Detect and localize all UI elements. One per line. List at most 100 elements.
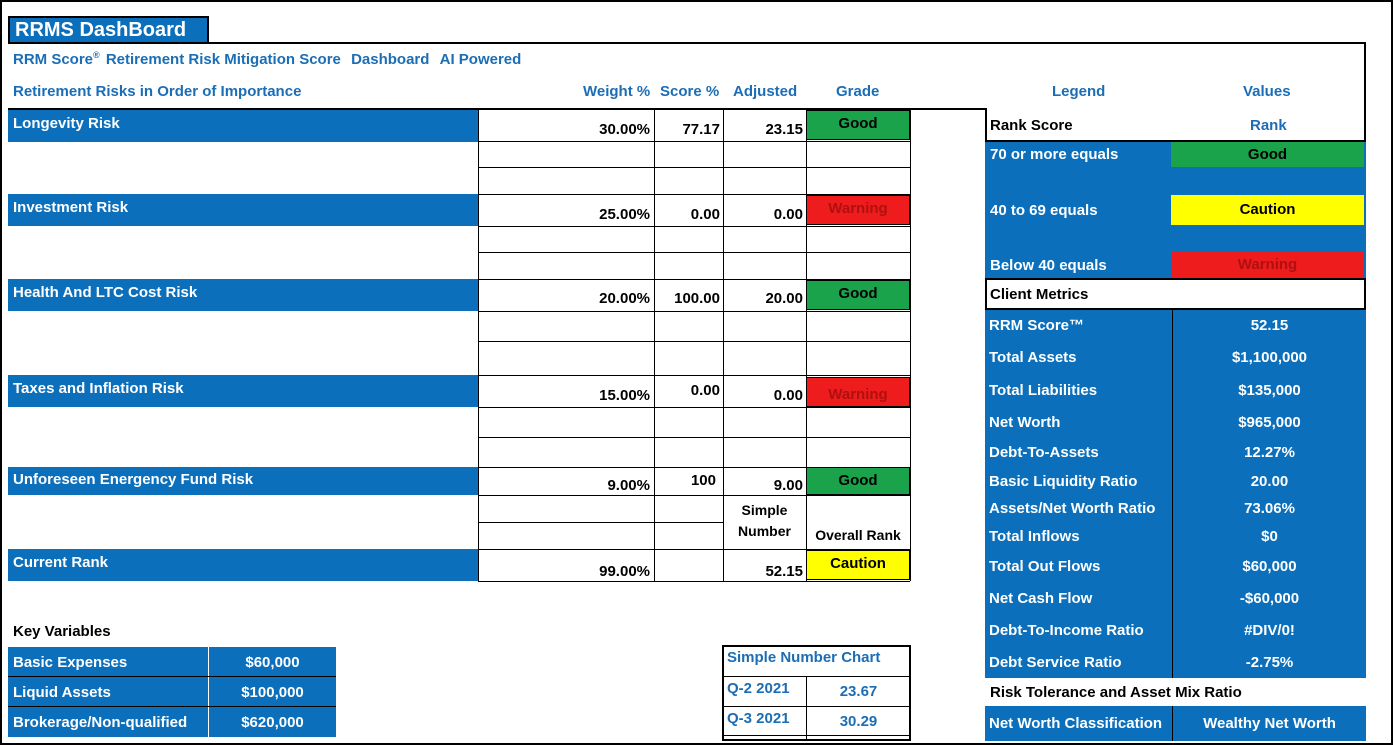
metric-row: Net Cash Flow -$60,000 bbox=[985, 582, 1366, 615]
grid-line bbox=[478, 141, 910, 142]
grade-badge-good: Good bbox=[806, 110, 910, 140]
risk-weight: 9.00% bbox=[607, 477, 650, 494]
right-border bbox=[1364, 42, 1366, 108]
metric-value: Wealthy Net Worth bbox=[1173, 706, 1366, 741]
metric-label: Debt-To-Assets bbox=[985, 437, 1172, 468]
risk-adjusted: 0.00 bbox=[773, 387, 803, 404]
metric-row: Total Assets $1,100,000 bbox=[985, 341, 1366, 374]
grid-line bbox=[478, 375, 910, 376]
risk-score: 0.00 bbox=[690, 206, 720, 223]
metric-row: Debt Service Ratio -2.75% bbox=[985, 646, 1366, 678]
key-variable-row: Basic Expenses $60,000 bbox=[8, 647, 336, 677]
grid-line bbox=[8, 706, 336, 707]
key-variable-row: Brokerage/Non-qualified $620,000 bbox=[8, 707, 336, 737]
metric-value: $135,000 bbox=[1173, 374, 1366, 407]
metric-row: Assets/Net Worth Ratio 73.06% bbox=[985, 495, 1366, 522]
key-variable-label: Brokerage/Non-qualified bbox=[8, 707, 208, 737]
subtitle-score: RRM Score bbox=[13, 51, 94, 68]
metric-label: Total Inflows bbox=[985, 522, 1172, 550]
risks-header: Retirement Risks in Order of Importance bbox=[13, 83, 302, 100]
legend-row-label: 70 or more equals bbox=[990, 146, 1119, 163]
risk-row-emergency: Unforeseen Energency Fund Risk bbox=[8, 467, 478, 495]
risk-score: 100 bbox=[690, 472, 716, 489]
risk-weight: 15.00% bbox=[599, 387, 650, 404]
client-metrics-title: Client Metrics bbox=[990, 286, 1089, 303]
grid-line bbox=[478, 311, 910, 312]
key-variable-label: Basic Expenses bbox=[8, 647, 208, 677]
grade-badge-good: Good bbox=[806, 467, 910, 495]
net-worth-classification-row: Net Worth Classification Wealthy Net Wor… bbox=[985, 706, 1366, 741]
metric-label: Total Out Flows bbox=[985, 550, 1172, 582]
risk-adjusted: 0.00 bbox=[773, 206, 803, 223]
dashboard-title: RRMS DashBoard bbox=[8, 16, 209, 42]
legend-badge-warning: Warning bbox=[1171, 252, 1364, 278]
simple-number-chart bbox=[722, 645, 911, 741]
metric-label: Net Worth bbox=[985, 407, 1172, 437]
risk-weight: 30.00% bbox=[599, 121, 650, 138]
metric-value: 52.15 bbox=[1173, 310, 1366, 341]
grade-badge-good: Good bbox=[806, 280, 910, 310]
header-separator bbox=[8, 108, 1366, 110]
grid-line bbox=[722, 735, 911, 736]
top-border bbox=[8, 42, 1365, 44]
grid-line bbox=[478, 437, 910, 438]
grid-line bbox=[478, 252, 910, 253]
grid-line bbox=[478, 194, 910, 195]
current-rank-adjusted: 52.15 bbox=[765, 563, 803, 580]
chart-period-value: 23.67 bbox=[839, 683, 878, 700]
risk-adjusted: 9.00 bbox=[773, 477, 803, 494]
metric-row: Debt-To-Assets 12.27% bbox=[985, 437, 1366, 468]
grid-line bbox=[910, 110, 911, 581]
metric-row: Basic Liquidity Ratio 20.00 bbox=[985, 468, 1366, 495]
subtitle: RRM Score® Retirement Risk Mitigation Sc… bbox=[13, 50, 521, 68]
legend-row-label: 40 to 69 equals bbox=[990, 202, 1098, 219]
grade-badge-warning: Warning bbox=[806, 195, 910, 225]
registered-mark: ® bbox=[93, 50, 100, 60]
key-variable-value: $620,000 bbox=[209, 707, 336, 737]
grid-line bbox=[806, 110, 807, 581]
grid-line bbox=[478, 581, 910, 582]
metric-value: $1,100,000 bbox=[1173, 341, 1366, 374]
metric-row: Total Inflows $0 bbox=[985, 522, 1366, 550]
metric-label: Assets/Net Worth Ratio bbox=[985, 495, 1172, 522]
metric-value: -2.75% bbox=[1173, 646, 1366, 678]
grid-line bbox=[478, 407, 910, 408]
grid-line bbox=[722, 706, 911, 707]
legend-row-label: Below 40 equals bbox=[990, 257, 1107, 274]
grid-line bbox=[478, 341, 910, 342]
risk-row-taxes: Taxes and Inflation Risk bbox=[8, 375, 478, 407]
rank-score-row bbox=[985, 108, 1366, 142]
legend-badge-caution: Caution bbox=[1171, 195, 1364, 225]
grade-badge-warning: Warning bbox=[806, 377, 910, 407]
grade-header: Grade bbox=[836, 83, 880, 100]
metric-value: $965,000 bbox=[1173, 407, 1366, 437]
grid-line bbox=[478, 495, 910, 496]
subtitle-dashboard: Dashboard bbox=[351, 51, 430, 68]
metric-label: Net Cash Flow bbox=[985, 582, 1172, 615]
metric-row: Total Liabilities $135,000 bbox=[985, 374, 1366, 407]
metric-row: Debt-To-Income Ratio #DIV/0! bbox=[985, 615, 1366, 646]
metric-value: 12.27% bbox=[1173, 437, 1366, 468]
current-rank-label: Current Rank bbox=[8, 549, 478, 581]
metric-value: -$60,000 bbox=[1173, 582, 1366, 615]
grid-line bbox=[722, 676, 911, 677]
risk-score: 0.00 bbox=[690, 382, 720, 399]
legend-badge-good: Good bbox=[1171, 142, 1364, 167]
grid-line bbox=[8, 676, 336, 677]
grade-badge-caution: Caution bbox=[806, 550, 910, 580]
subtitle-description: Retirement Risk Mitigation Score bbox=[105, 51, 341, 68]
rank-score-label: Rank Score bbox=[990, 117, 1073, 134]
metric-label: Debt Service Ratio bbox=[985, 646, 1172, 678]
grid-line bbox=[478, 279, 910, 280]
metric-label: Basic Liquidity Ratio bbox=[985, 468, 1172, 495]
grid-line bbox=[478, 110, 479, 581]
adjusted-header: Adjusted bbox=[733, 83, 798, 100]
simple-number-chart-title: Simple Number Chart bbox=[727, 649, 881, 666]
chart-period-label: Q-2 2021 bbox=[727, 680, 790, 697]
risk-row-health: Health And LTC Cost Risk bbox=[8, 279, 478, 311]
metric-label: RRM Score™ bbox=[985, 310, 1172, 341]
number-label: Number bbox=[738, 523, 791, 539]
metric-row: RRM Score™ 52.15 bbox=[985, 310, 1366, 341]
legend-header: Legend bbox=[1052, 83, 1106, 100]
risk-adjusted: 20.00 bbox=[765, 290, 803, 307]
